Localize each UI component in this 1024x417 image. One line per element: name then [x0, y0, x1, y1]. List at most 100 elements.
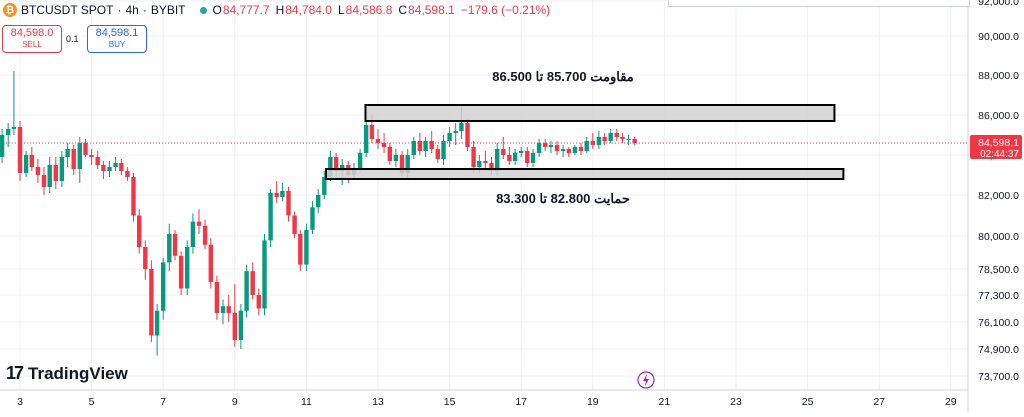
candle[interactable] [178, 251, 184, 295]
candle[interactable] [119, 159, 124, 175]
candle[interactable] [113, 157, 118, 171]
candle[interactable] [41, 167, 47, 195]
zones[interactable]: مقاومت 85.700 تا 86.500 حمایت 82.800 تا 8… [325, 69, 845, 206]
event-marker[interactable] [637, 371, 655, 389]
candle[interactable] [59, 151, 65, 187]
candle[interactable] [298, 229, 303, 272]
candle[interactable] [53, 157, 58, 189]
candle[interactable] [35, 159, 41, 183]
candle[interactable] [417, 133, 423, 155]
candle[interactable] [393, 149, 399, 167]
candle[interactable] [262, 233, 267, 316]
candle[interactable] [614, 129, 619, 141]
candle[interactable] [5, 123, 11, 147]
candle[interactable] [23, 151, 29, 177]
candle[interactable] [578, 143, 584, 155]
candle[interactable] [310, 201, 315, 234]
price-axis[interactable]: 92,000.090,000.088,000.086,000.084,000.0… [970, 0, 1022, 383]
candle[interactable] [602, 133, 607, 145]
candle[interactable] [190, 213, 196, 254]
candle[interactable] [512, 149, 518, 165]
candle[interactable] [220, 299, 226, 325]
candle[interactable] [423, 137, 428, 157]
candle[interactable] [542, 139, 548, 151]
candle[interactable] [250, 262, 255, 300]
candle[interactable] [244, 264, 249, 318]
candle[interactable] [596, 131, 602, 149]
candle[interactable] [172, 229, 178, 261]
candle[interactable] [208, 238, 214, 289]
candle[interactable] [316, 189, 321, 214]
candle[interactable] [65, 143, 70, 167]
candle[interactable] [453, 123, 458, 145]
candle[interactable] [501, 137, 506, 159]
candle[interactable] [626, 135, 631, 145]
candle[interactable] [89, 149, 94, 165]
support-zone[interactable] [325, 168, 845, 180]
candle[interactable] [71, 145, 76, 175]
candle[interactable] [95, 151, 100, 169]
candle[interactable] [232, 284, 237, 347]
candle[interactable] [471, 141, 476, 173]
time-axis[interactable]: 3 5 7 9 11 13 15 17 19 21 23 25 27 29 [17, 396, 957, 408]
candle[interactable] [560, 145, 566, 157]
candle[interactable] [363, 117, 369, 157]
candle[interactable] [507, 147, 512, 165]
candle[interactable] [620, 133, 625, 143]
candle[interactable] [17, 121, 23, 181]
candle[interactable] [483, 151, 488, 169]
candle[interactable] [525, 147, 530, 167]
candle[interactable] [161, 258, 166, 320]
candle[interactable] [226, 295, 231, 322]
candle[interactable] [154, 304, 160, 356]
candle[interactable] [572, 145, 578, 155]
candle[interactable] [429, 131, 434, 153]
candle[interactable] [566, 147, 572, 157]
candle[interactable] [167, 223, 172, 272]
candle[interactable] [143, 240, 148, 280]
candle[interactable] [214, 275, 220, 320]
candle[interactable] [125, 167, 130, 181]
last-price-badge[interactable]: 84,598.102:44:37 [970, 135, 1022, 160]
sell-button[interactable]: 84,598.0 SELL [2, 25, 62, 53]
interval[interactable]: 4h [125, 3, 139, 17]
candle[interactable] [536, 139, 542, 157]
candle[interactable] [77, 137, 82, 183]
tradingview-logo[interactable]: 17 TradingView [6, 363, 128, 384]
candle[interactable] [465, 119, 470, 151]
candle[interactable] [375, 129, 381, 149]
candle[interactable] [0, 129, 5, 163]
candle[interactable] [584, 137, 589, 153]
candle[interactable] [381, 133, 387, 153]
candle[interactable] [387, 143, 393, 165]
candle[interactable] [435, 145, 440, 163]
candle[interactable] [322, 171, 327, 200]
symbol-name[interactable]: BTCUSDT SPOT [21, 3, 114, 17]
resistance-zone[interactable] [364, 104, 836, 122]
candle[interactable] [107, 161, 112, 177]
candle[interactable] [286, 187, 291, 222]
candle[interactable] [447, 127, 452, 147]
candle[interactable] [608, 129, 613, 143]
candle[interactable] [202, 219, 208, 250]
candle[interactable] [131, 173, 136, 222]
candle[interactable] [137, 209, 142, 254]
candle[interactable] [441, 135, 446, 165]
candle[interactable] [184, 240, 190, 295]
candle[interactable] [238, 304, 244, 349]
candle[interactable] [280, 183, 285, 202]
candle[interactable] [292, 211, 297, 239]
candle[interactable] [274, 181, 279, 204]
candle[interactable] [11, 71, 17, 135]
candle[interactable] [554, 141, 560, 155]
candle[interactable] [519, 147, 524, 157]
candle[interactable] [196, 209, 202, 234]
candle[interactable] [101, 161, 106, 179]
candle[interactable] [268, 189, 273, 247]
candle[interactable] [530, 149, 536, 167]
candle[interactable] [83, 139, 88, 157]
buy-button[interactable]: 84,598.1 BUY [87, 25, 147, 53]
candle[interactable] [47, 157, 52, 193]
